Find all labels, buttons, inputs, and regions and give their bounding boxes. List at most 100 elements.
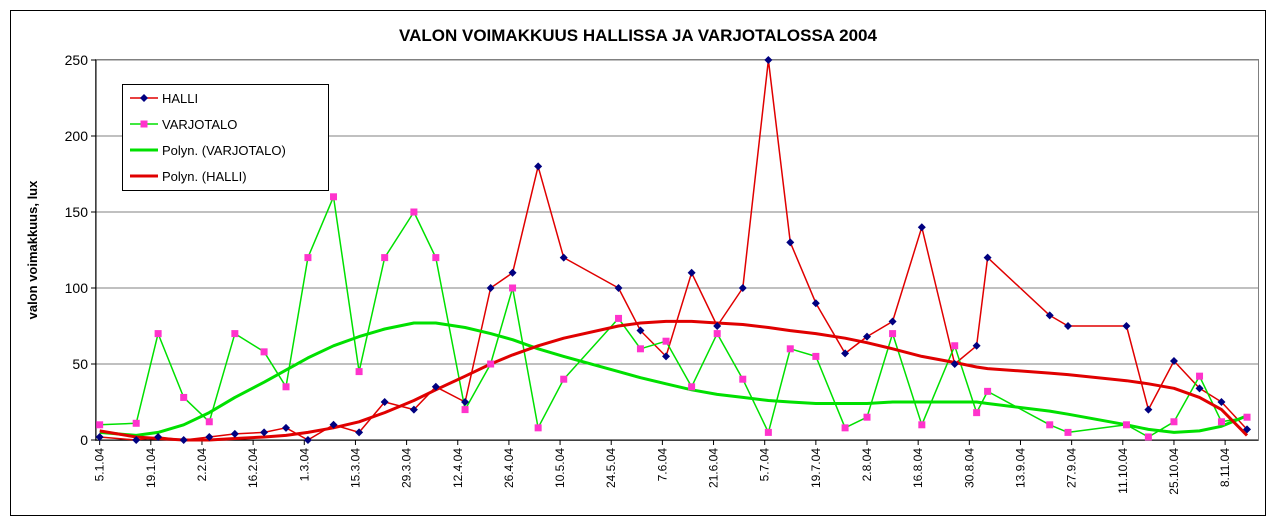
marker xyxy=(863,332,872,341)
marker xyxy=(1063,322,1072,330)
marker xyxy=(984,387,992,395)
legend-label: Polyn. (VARJOTALO) xyxy=(162,143,286,158)
marker xyxy=(330,193,338,201)
y-axis-label: valon voimakkuus, lux xyxy=(25,180,40,319)
x-tick-label: 7.6.04 xyxy=(655,448,669,482)
marker xyxy=(559,253,568,262)
marker xyxy=(739,375,747,383)
marker xyxy=(231,330,239,338)
marker xyxy=(811,299,820,308)
marker xyxy=(205,432,214,441)
marker xyxy=(95,432,104,441)
marker xyxy=(1122,421,1130,429)
marker xyxy=(560,375,568,383)
marker xyxy=(636,326,645,335)
x-tick-label: 21.6.04 xyxy=(707,448,721,488)
marker xyxy=(786,345,794,353)
marker xyxy=(132,436,141,444)
marker xyxy=(1195,384,1204,393)
y-tick-label: 0 xyxy=(80,432,88,448)
marker xyxy=(410,208,418,216)
marker xyxy=(329,420,338,429)
y-tick-label: 50 xyxy=(72,356,88,372)
marker xyxy=(951,342,959,350)
marker xyxy=(1217,418,1225,426)
marker xyxy=(1243,413,1251,421)
marker xyxy=(230,429,239,438)
y-tick-label: 250 xyxy=(65,52,89,68)
y-tick-label: 200 xyxy=(65,128,89,144)
marker xyxy=(738,284,747,292)
x-tick-label: 10.5.04 xyxy=(553,448,567,488)
x-tick-label: 27.9.04 xyxy=(1065,448,1079,488)
marker xyxy=(1243,425,1252,434)
marker xyxy=(950,360,959,368)
marker xyxy=(1169,356,1178,365)
marker xyxy=(282,383,290,391)
x-tick-label: 5.7.04 xyxy=(758,448,772,482)
marker xyxy=(786,238,795,247)
marker xyxy=(1170,418,1178,426)
marker xyxy=(662,352,671,361)
marker xyxy=(687,268,696,277)
x-tick-label: 8.11.04 xyxy=(1218,448,1232,487)
x-tick-label: 15.3.04 xyxy=(348,448,362,488)
marker xyxy=(614,284,623,292)
marker xyxy=(282,423,291,432)
marker xyxy=(140,120,148,128)
marker xyxy=(534,162,543,171)
x-tick-label: 16.2.04 xyxy=(246,448,260,488)
x-tick-label: 16.8.04 xyxy=(911,448,925,488)
marker xyxy=(381,254,389,262)
x-tick-label: 2.2.04 xyxy=(195,448,209,482)
marker xyxy=(461,398,470,406)
marker xyxy=(1046,421,1054,429)
marker xyxy=(917,223,926,232)
marker xyxy=(431,382,440,391)
x-tick-label: 29.3.04 xyxy=(400,448,414,488)
marker xyxy=(355,368,363,376)
x-tick-label: 19.7.04 xyxy=(809,448,823,488)
marker xyxy=(636,345,644,353)
x-tick-label: 24.5.04 xyxy=(604,448,618,488)
x-tick-label: 12.4.04 xyxy=(451,448,465,488)
marker xyxy=(179,436,188,444)
marker xyxy=(260,428,269,437)
marker xyxy=(764,428,772,436)
marker xyxy=(432,254,440,262)
marker xyxy=(486,284,495,292)
marker xyxy=(972,341,981,350)
marker xyxy=(662,337,670,345)
x-tick-label: 13.9.04 xyxy=(1013,448,1027,488)
marker xyxy=(764,56,773,64)
marker xyxy=(154,330,162,338)
chart-title: VALON VOIMAKKUUS HALLISSA JA VARJOTALOSS… xyxy=(399,26,877,45)
marker xyxy=(461,406,469,414)
marker xyxy=(1217,398,1226,406)
marker xyxy=(1144,405,1153,414)
marker xyxy=(889,330,897,338)
marker xyxy=(508,268,517,277)
x-tick-label: 19.1.04 xyxy=(144,448,158,488)
x-tick-label: 1.3.04 xyxy=(297,448,311,482)
marker xyxy=(355,428,364,437)
y-tick-label: 150 xyxy=(65,204,89,220)
marker xyxy=(1144,433,1152,441)
marker xyxy=(409,405,418,414)
legend-label: Polyn. (HALLI) xyxy=(162,169,247,184)
marker xyxy=(973,409,981,417)
legend-label: HALLI xyxy=(162,91,198,106)
marker xyxy=(380,398,389,406)
marker xyxy=(841,349,850,358)
x-tick-label: 25.10.04 xyxy=(1167,448,1181,495)
marker xyxy=(132,419,140,427)
marker xyxy=(918,421,926,429)
marker xyxy=(688,383,696,391)
series-line xyxy=(99,319,1249,442)
marker xyxy=(140,94,148,102)
legend-label: VARJOTALO xyxy=(162,117,237,132)
series-line xyxy=(99,321,1248,437)
marker xyxy=(1196,372,1204,380)
x-tick-label: 5.1.04 xyxy=(93,448,107,482)
x-tick-label: 30.8.04 xyxy=(962,448,976,488)
